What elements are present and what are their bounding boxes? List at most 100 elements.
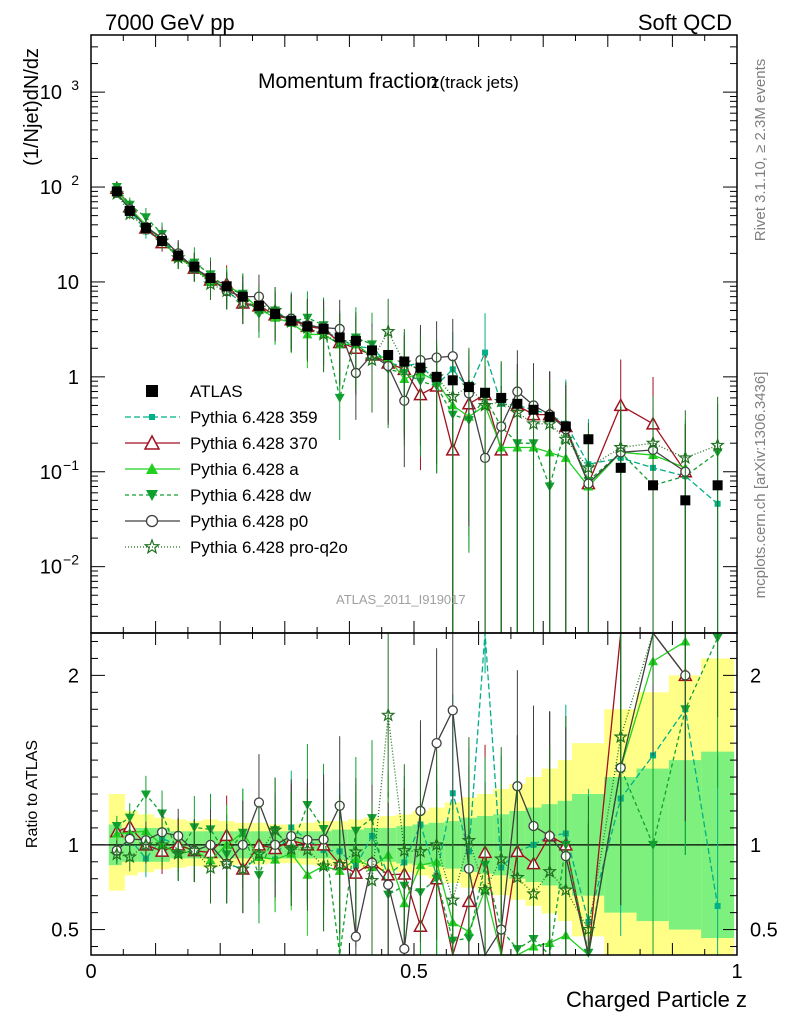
watermark: ATLAS_2011_I919017 bbox=[336, 592, 466, 607]
ratio-point bbox=[300, 842, 315, 857]
data-point bbox=[512, 398, 523, 409]
series-atlas bbox=[111, 186, 723, 506]
data-point bbox=[205, 273, 216, 284]
y-tick-label: 10 bbox=[40, 462, 62, 484]
ratio-point bbox=[461, 832, 477, 847]
x-axis-label: Charged Particle z bbox=[566, 987, 747, 1012]
data-point bbox=[613, 439, 629, 454]
ratio-point bbox=[235, 861, 251, 876]
rivet-label: Rivet 3.1.10, ≥ 2.3M events bbox=[752, 59, 769, 242]
legend-entry: Pythia 6.428 p0 bbox=[125, 512, 308, 531]
ratio-point bbox=[510, 869, 525, 884]
ratio-y-tick-label: 2 bbox=[68, 665, 79, 687]
data-point bbox=[367, 345, 378, 356]
ratio-point bbox=[284, 841, 299, 856]
ratio-point bbox=[648, 840, 659, 850]
ratio-point bbox=[447, 705, 458, 716]
ratio-point bbox=[140, 790, 151, 800]
legend: ATLAS Pythia 6.428 359 Pythia 6.428 370 Pyt… bbox=[125, 382, 348, 557]
header-right: Soft QCD bbox=[638, 10, 732, 35]
legend-marker bbox=[143, 538, 161, 555]
data-point bbox=[302, 321, 313, 332]
main-title: Momentum fraction bbox=[258, 70, 438, 93]
legend-marker bbox=[143, 434, 161, 450]
x-tick-label: 1 bbox=[731, 961, 742, 983]
data-point bbox=[380, 323, 396, 338]
data-point bbox=[221, 281, 232, 292]
y-tick-label: 10 bbox=[40, 557, 62, 579]
data-point bbox=[111, 186, 122, 197]
ratio-point bbox=[138, 837, 154, 852]
header-left: 7000 GeV pp bbox=[105, 10, 235, 35]
data-point bbox=[482, 349, 489, 356]
ratio-point bbox=[431, 738, 442, 749]
ratio-point bbox=[397, 843, 412, 857]
data-point bbox=[124, 205, 135, 216]
y-tick-label: 10 bbox=[40, 82, 62, 104]
data-point bbox=[157, 236, 168, 247]
data-point bbox=[560, 421, 571, 432]
data-point bbox=[173, 250, 184, 261]
legend-marker bbox=[149, 414, 155, 420]
main-title-sub: z(track jets) bbox=[431, 73, 519, 92]
data-point bbox=[615, 462, 626, 473]
ratio-y-axis-label: Ratio to ATLAS bbox=[24, 740, 41, 848]
ratio-line bbox=[116, 632, 718, 932]
data-point bbox=[480, 387, 491, 398]
ratio-y-tick-label-right: 1 bbox=[750, 835, 761, 857]
y-tick-label: 10 bbox=[57, 272, 79, 294]
data-point bbox=[510, 404, 525, 419]
ratio-point bbox=[542, 863, 558, 878]
y-tick-label: 1 bbox=[68, 367, 79, 389]
legend-label: Pythia 6.428 dw bbox=[190, 486, 312, 505]
ratio-ticks: 0.5 0.5 1 1 2 2 0 0.5 1 bbox=[51, 633, 778, 983]
ratio-point bbox=[445, 892, 461, 907]
legend-entry: Pythia 6.428 370 bbox=[125, 434, 318, 453]
legend-entry: Pythia 6.428 359 bbox=[125, 408, 318, 427]
x-tick-label: 0 bbox=[85, 961, 96, 983]
series-line bbox=[116, 186, 719, 489]
data-point bbox=[477, 397, 493, 412]
data-point bbox=[415, 362, 426, 373]
ratio-point bbox=[613, 729, 629, 744]
data-point bbox=[542, 416, 558, 431]
legend-label: Pythia 6.428 pro-q2o bbox=[190, 538, 348, 557]
data-point bbox=[253, 300, 264, 311]
ratio-point bbox=[429, 837, 444, 852]
data-point bbox=[583, 434, 594, 445]
ratio-point bbox=[124, 813, 135, 823]
ratio-panel: 0.5 0.5 1 1 2 2 0 0.5 1 Ratio to ATLAS Charged P… bbox=[24, 631, 778, 1012]
legend-label: ATLAS bbox=[190, 382, 243, 401]
data-point bbox=[526, 416, 541, 431]
ratio-point bbox=[203, 860, 218, 875]
ratio-point bbox=[477, 881, 493, 897]
legend-marker bbox=[145, 514, 159, 528]
ratio-point bbox=[111, 822, 122, 832]
data-point bbox=[677, 450, 693, 465]
data-point bbox=[431, 371, 442, 382]
ratio-point bbox=[124, 833, 135, 844]
data-point bbox=[558, 431, 574, 446]
ratio-point bbox=[219, 855, 234, 870]
data-point bbox=[496, 392, 507, 403]
ratio-point bbox=[558, 882, 574, 897]
data-point bbox=[318, 323, 329, 334]
data-point bbox=[140, 223, 151, 234]
data-point bbox=[364, 352, 380, 367]
data-point bbox=[528, 404, 539, 415]
y-tick-label: 10 bbox=[40, 177, 62, 199]
ratio-y-tick-label: 0.5 bbox=[51, 920, 79, 942]
top-plot-area bbox=[109, 180, 725, 633]
legend-entry: Pythia 6.428 a bbox=[125, 460, 299, 479]
ratio-plot-area bbox=[91, 631, 737, 958]
ratio-series-6 bbox=[109, 632, 719, 955]
ratio-point bbox=[350, 931, 362, 942]
ratio-point bbox=[581, 921, 596, 936]
ratio-point bbox=[714, 903, 721, 910]
data-point bbox=[648, 480, 659, 491]
data-point bbox=[680, 495, 691, 506]
y-tick-label-exp: 3 bbox=[71, 77, 79, 93]
ratio-point bbox=[267, 822, 283, 837]
